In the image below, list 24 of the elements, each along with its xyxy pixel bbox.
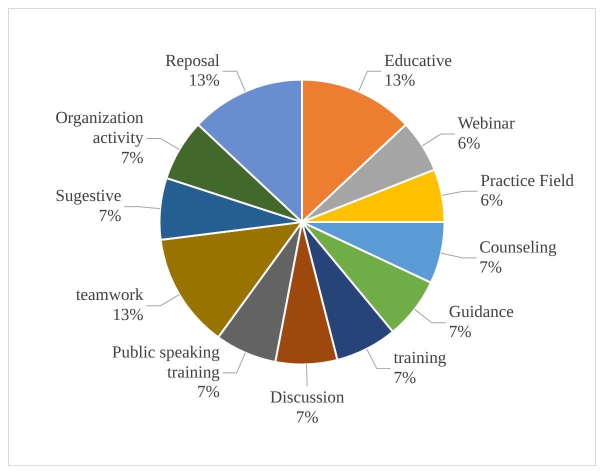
- slice-label: Sugestive: [56, 186, 122, 206]
- slice-label: Counseling: [479, 237, 558, 256]
- data-label: 7%: [479, 257, 502, 276]
- slice-label: Discussion: [270, 388, 345, 407]
- data-label: 7%: [448, 322, 472, 342]
- data-label: 13%: [112, 305, 144, 324]
- data-label: 7%: [120, 148, 144, 167]
- data-label: 7%: [197, 382, 220, 402]
- slice-label: Practice Field: [480, 170, 575, 190]
- slice-label: Reposal: [165, 50, 220, 70]
- slice-label: Organization activity: [55, 108, 144, 147]
- slice-label: training: [394, 348, 447, 367]
- slice-label: Public speaking training: [112, 342, 220, 382]
- data-label: 13%: [384, 70, 416, 90]
- slice-label: teamwork: [76, 285, 144, 304]
- slice-label: Guidance: [448, 302, 514, 322]
- slice-label: Webinar: [458, 114, 516, 133]
- data-label: 6%: [458, 133, 480, 152]
- slice-label: Educative: [384, 50, 452, 70]
- data-label: 7%: [296, 408, 318, 427]
- data-label: 13%: [188, 70, 220, 90]
- data-label: 7%: [98, 206, 122, 226]
- data-label: 7%: [394, 368, 416, 387]
- data-label: 6%: [480, 190, 504, 210]
